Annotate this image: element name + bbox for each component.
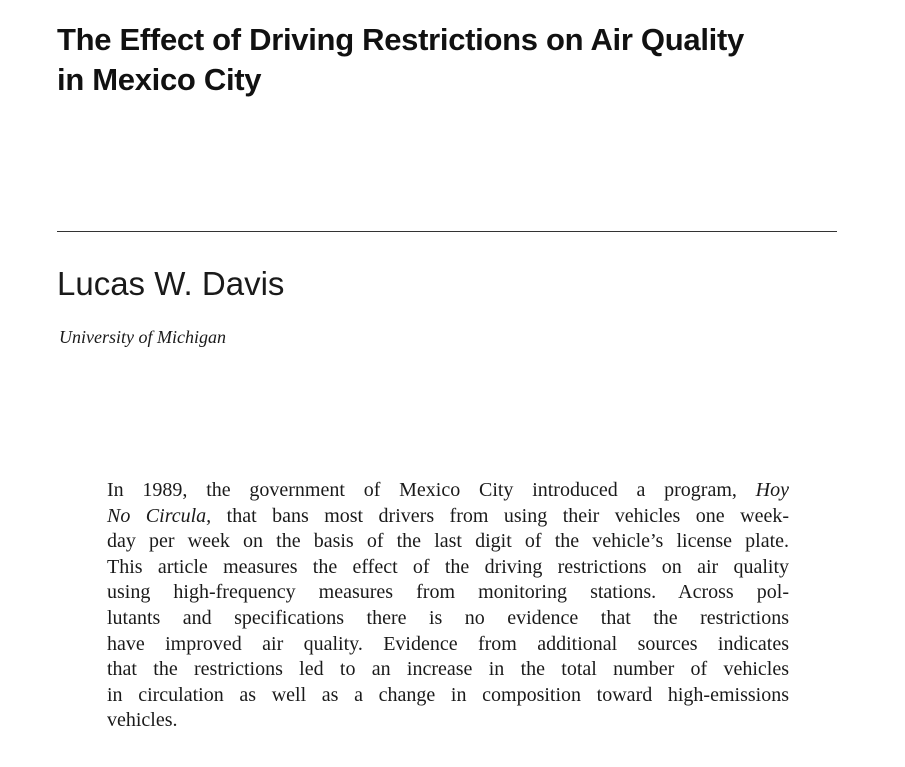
abstract-line: day per week on the basis of the last di… [107, 529, 789, 555]
abstract-text: lutants and specifications there is no e… [107, 606, 789, 629]
abstract-text: This article measures the effect of the … [107, 555, 789, 578]
abstract-line: in circulation as well as a change in co… [107, 683, 789, 709]
author-name: Lucas W. Davis [57, 265, 285, 302]
title-divider [57, 231, 837, 232]
abstract-italic-text: No Circula, [107, 504, 212, 527]
abstract-text: that bans most drivers from using their … [211, 504, 789, 527]
abstract-text: day per week on the basis of the last di… [107, 530, 789, 553]
abstract-text: in circulation as well as a change in co… [107, 683, 789, 706]
abstract-text: vehicles. [107, 709, 178, 732]
author-affiliation: University of Michigan [59, 327, 226, 347]
abstract-line: that the restrictions led to an increase… [107, 657, 789, 683]
abstract-text: In 1989, the government of Mexico City i… [107, 479, 756, 501]
paper-title-line-2: in Mexico City [57, 62, 262, 97]
abstract-line: vehicles. [107, 708, 789, 734]
abstract-line: lutants and specifications there is no e… [107, 606, 789, 632]
paper-title: The Effect of Driving Restrictions on Ai… [57, 20, 857, 100]
abstract: In 1989, the government of Mexico City i… [107, 478, 789, 734]
abstract-line: No Circula, that bans most drivers from … [107, 504, 789, 530]
abstract-text: have improved air quality. Evidence from… [107, 632, 789, 655]
abstract-italic-text: Hoy [755, 479, 789, 501]
abstract-text: that the restrictions led to an increase… [107, 658, 789, 681]
abstract-line: This article measures the effect of the … [107, 555, 789, 581]
abstract-line: In 1989, the government of Mexico City i… [107, 478, 789, 504]
abstract-line: have improved air quality. Evidence from… [107, 632, 789, 658]
paper-title-line-1: The Effect of Driving Restrictions on Ai… [57, 22, 744, 57]
abstract-line: using high-frequency measures from monit… [107, 580, 789, 606]
abstract-text: using high-frequency measures from monit… [107, 581, 789, 604]
